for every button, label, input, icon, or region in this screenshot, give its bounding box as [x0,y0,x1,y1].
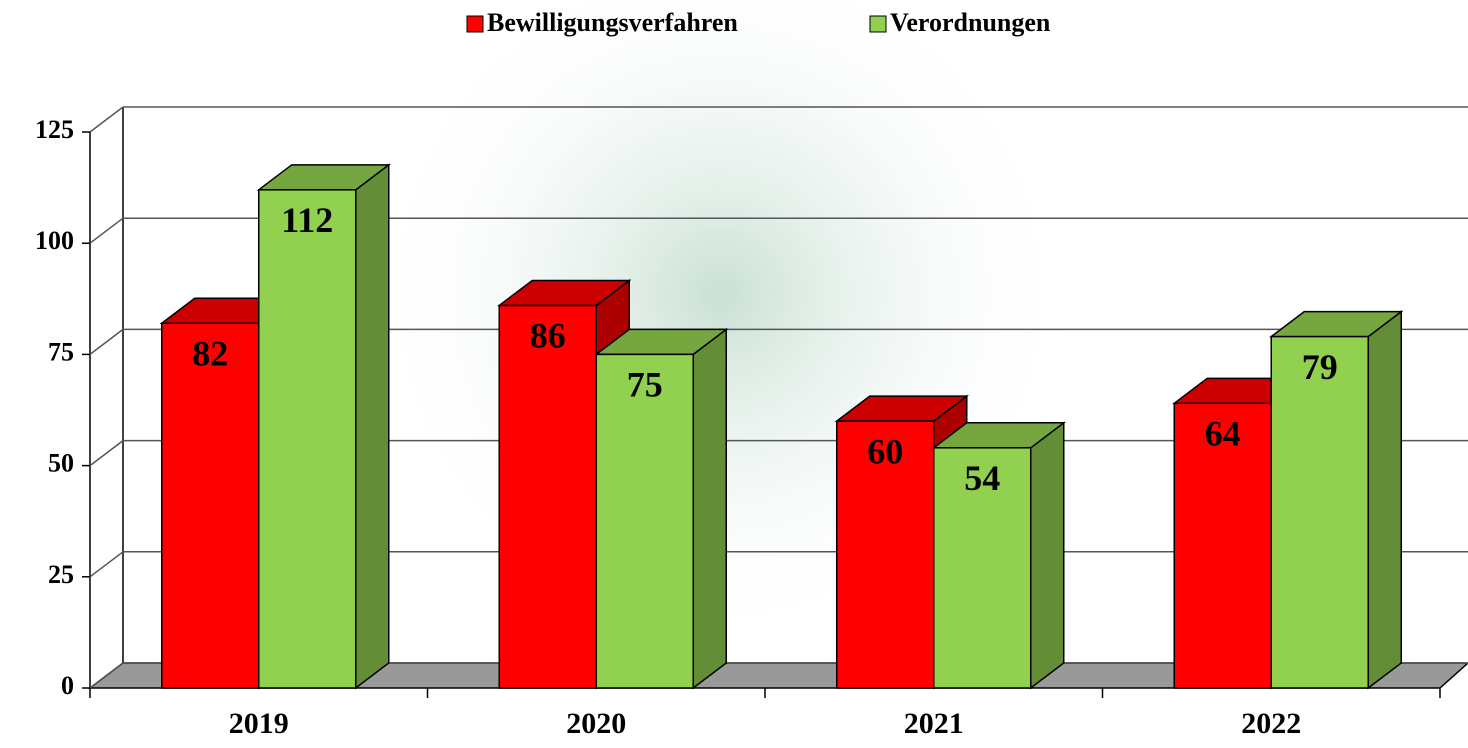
x-tick-label: 2019 [229,707,289,740]
y-tick-label: 0 [61,671,74,700]
grid-line-side [90,441,123,466]
value-label: 64 [1205,414,1241,454]
bar [499,305,596,688]
y-tick-label: 25 [48,560,74,589]
value-label: 79 [1302,347,1338,387]
bar [1271,337,1368,688]
chart: 0 25 50 75 100 125 82 112 2019 86 75 2020 60 54 2021 64… [0,0,1468,748]
y-tick-label: 125 [35,115,74,144]
y-tick-label: 75 [48,337,74,366]
bar [259,190,356,688]
legend-label: Verordnungen [890,8,1051,37]
page: {"chart_data": {"type": "bar3d", "catego… [0,0,1468,748]
value-label: 86 [530,316,566,356]
bar-side [1031,423,1064,688]
value-label: 112 [281,200,333,240]
y-tick-label: 100 [35,226,74,255]
value-label: 54 [964,458,1000,498]
x-tick-label: 2020 [566,707,626,740]
bar-side [1368,312,1401,688]
grid-line-side [90,552,123,577]
grid-line-side [90,329,123,354]
legend-label: Bewilligungsverfahren [487,8,738,37]
legend-swatch [870,16,886,32]
value-label: 75 [627,365,663,405]
bar-side [693,329,726,688]
x-tick-label: 2022 [1241,707,1301,740]
value-label: 82 [192,334,228,374]
legend-swatch [467,16,483,32]
grid-line-side [90,107,123,132]
x-tick-label: 2021 [904,707,964,740]
bar-side [356,165,389,688]
value-label: 60 [867,431,903,471]
grid-line-side [90,218,123,243]
y-tick-label: 50 [48,449,74,478]
bar [162,323,259,688]
